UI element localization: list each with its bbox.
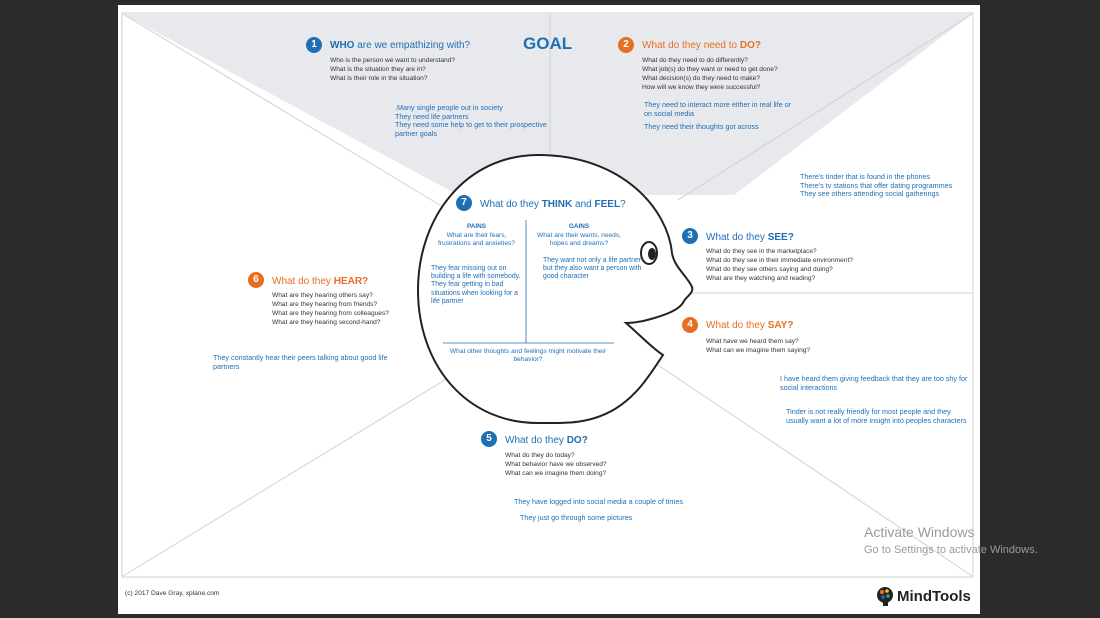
heading-post: are we empathizing with?: [354, 40, 471, 51]
note: They need some help to get to their pros…: [395, 120, 547, 138]
empathy-map-background: [121, 12, 974, 578]
heading-highlight: HEAR?: [333, 276, 369, 287]
section-4-note-2: Tinder is not really friendly for most p…: [786, 407, 967, 425]
section-2-badge: 2: [618, 37, 634, 53]
section-5-badge: 5: [481, 431, 497, 447]
heading-pre: What do they need to: [642, 40, 740, 51]
other-thoughts: What other thoughts and feelings might m…: [449, 348, 607, 364]
heading-post: ?: [620, 199, 626, 210]
question: What are they watching and reading?: [706, 275, 816, 282]
section-4-note-1: I have heard them giving feedback that t…: [780, 374, 968, 392]
section-2-note-2: They need their thoughts got across: [644, 122, 759, 131]
section-6-heading: What do they HEAR?: [272, 276, 368, 287]
note: There's tinder that is found in the phon…: [800, 172, 931, 181]
question: What is the situation they are in?: [330, 66, 426, 73]
section-4-heading: What do they SAY?: [706, 320, 793, 331]
mindtools-logo-icon: [875, 585, 895, 607]
heading-highlight: WHO: [330, 40, 355, 51]
question: What can we imagine them doing?: [505, 470, 607, 477]
heading-highlight: DO?: [566, 435, 588, 446]
mindtools-logo-text: MindTools: [897, 588, 971, 605]
pains-notes: They fear missing out on building a life…: [431, 265, 521, 305]
heading-highlight: SEE?: [767, 232, 794, 243]
question: What can we imagine them saying?: [706, 347, 811, 354]
section-1-questions: Who is the person we want to understand?…: [330, 56, 530, 83]
heading-highlight: SAY?: [767, 320, 794, 331]
section-1-heading: WHO are we empathizing with?: [330, 40, 470, 51]
section-2-note-1: They need to interact more either in rea…: [644, 100, 792, 118]
section-6-note: They constantly hear their peers talking…: [213, 353, 388, 371]
question: What are they hearing from friends?: [272, 301, 378, 308]
section-3-badge: 3: [682, 228, 698, 244]
section-4-badge: 4: [682, 317, 698, 333]
question: What decision(s) do they need to make?: [642, 75, 761, 82]
question: What are they hearing from colleagues?: [272, 310, 389, 317]
goal-title: GOAL: [523, 34, 573, 53]
question: What do they see in the marketplace?: [706, 248, 817, 255]
question: How will we know they were successful?: [642, 84, 761, 91]
pains-title: PAINS: [466, 223, 487, 230]
section-5-note-2: They just go through some pictures: [520, 513, 633, 522]
heading-mid: and: [572, 199, 595, 210]
note: They need life partners: [395, 111, 469, 121]
question: What do they see in their immediate envi…: [706, 257, 853, 264]
heading-pre: What do they: [272, 276, 334, 287]
note: .Many single people out in society: [395, 103, 503, 112]
section-1-badge: 1: [306, 37, 322, 53]
section-5-questions: What do they do today? What behavior hav…: [505, 451, 705, 478]
question: What have we heard them say?: [706, 338, 799, 345]
question: What are they hearing others say?: [272, 292, 373, 299]
note: They see others attending social gatheri…: [800, 189, 940, 199]
question: What job(s) do they want or need to get …: [642, 66, 778, 73]
heading-pre: What do they: [480, 199, 542, 210]
section-5-note-1: They have logged into social media a cou…: [514, 497, 684, 506]
section-6-badge: 6: [248, 272, 264, 288]
gains-question: What are their wants, needs, hopes and d…: [537, 232, 621, 248]
activate-windows-title: Activate Windows: [864, 524, 975, 540]
heading-highlight-2: FEEL: [594, 199, 621, 210]
heading-pre: What do they: [706, 320, 768, 331]
section-3-heading: What do they SEE?: [706, 232, 794, 243]
gains-title: GAINS: [568, 223, 590, 230]
pains-question: What are their fears, frustrations and a…: [438, 232, 515, 248]
activate-windows-subtitle[interactable]: Go to Settings to activate Windows.: [864, 544, 1038, 556]
question: What is their role in the situation?: [330, 75, 428, 82]
section-1-notes: .Many single people out in society They …: [395, 103, 570, 138]
heading-highlight: THINK: [541, 199, 573, 210]
heading-pre: What do they: [706, 232, 768, 243]
section-7-heading: What do they THINK and FEEL?: [480, 199, 626, 210]
section-6-questions: What are they hearing others say? What a…: [272, 291, 462, 327]
section-4-questions: What have we heard them say? What can we…: [706, 337, 906, 355]
empathy-map-canvas: GOAL 1 WHO are we empathizing with? Who …: [118, 5, 980, 614]
question: What do they need to do differently?: [642, 57, 748, 64]
question: Who is the person we want to understand?: [330, 57, 455, 64]
gains-notes: They want not only a life partner but th…: [543, 257, 642, 281]
copyright: (c) 2017 Dave Gray, xplane.com: [125, 590, 220, 597]
section-2-questions: What do they need to do differently? Wha…: [642, 56, 862, 92]
question: What do they see others saying and doing…: [706, 266, 833, 273]
question: What do they do today?: [505, 452, 575, 459]
question: What are they hearing second-hand?: [272, 319, 381, 326]
section-3-questions: What do they see in the marketplace? Wha…: [706, 247, 906, 283]
section-2-heading: What do they need to DO?: [642, 40, 761, 51]
note: There's tv stations that offer dating pr…: [800, 180, 953, 190]
section-7-badge: 7: [456, 195, 472, 211]
section-5-heading: What do they DO?: [505, 435, 588, 446]
section-3-notes: There's tinder that is found in the phon…: [800, 172, 975, 199]
heading-pre: What do they: [505, 435, 567, 446]
heading-highlight: DO?: [739, 40, 761, 51]
question: What behavior have we observed?: [505, 461, 607, 468]
